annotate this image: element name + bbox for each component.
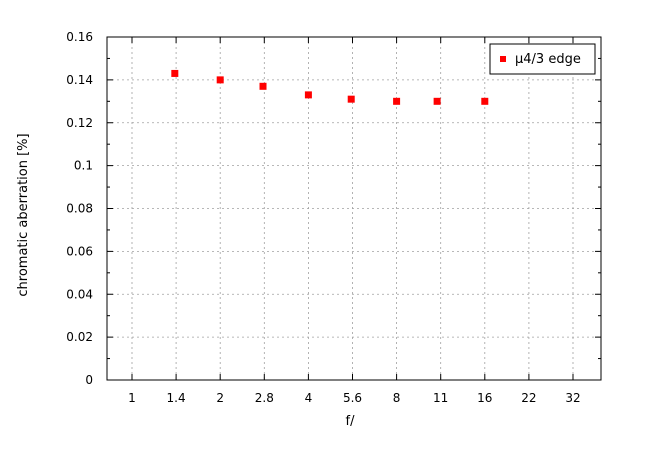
data-point	[393, 97, 401, 105]
x-tick-label: 2.8	[255, 391, 274, 405]
y-tick-label: 0.06	[66, 244, 93, 258]
data-point	[216, 76, 224, 84]
y-tick-label: 0	[85, 373, 93, 387]
x-tick-labels: 1 1.4 2 2.8 4 5.6 8 11 16 22 32	[128, 391, 580, 405]
y-tick-label: 0.08	[66, 202, 93, 216]
y-tick-label: 0.1	[74, 159, 93, 173]
y-tick-label: 0.16	[66, 30, 93, 44]
y-tick-label: 0.12	[66, 116, 93, 130]
x-tick-label: 5.6	[343, 391, 362, 405]
data-point	[304, 91, 312, 99]
x-tick-label: 32	[565, 391, 580, 405]
legend-box	[489, 43, 596, 75]
x-tick-label: 8	[393, 391, 401, 405]
x-tick-label: 1.4	[167, 391, 186, 405]
x-tick-label: 4	[305, 391, 313, 405]
x-tick-label: 1	[128, 391, 136, 405]
data-points	[171, 69, 489, 105]
x-tick-label: 22	[521, 391, 536, 405]
data-point	[171, 69, 179, 77]
y-tick-labels: 0 0.02 0.04 0.06 0.08 0.1 0.12 0.14 0.16	[66, 30, 93, 387]
data-point	[259, 82, 267, 90]
data-point	[347, 95, 355, 103]
x-tick-label: 11	[433, 391, 448, 405]
grid	[107, 37, 601, 380]
x-axis-label: f/	[346, 414, 356, 429]
legend-marker	[500, 56, 506, 62]
legend-label: µ4/3 edge	[515, 52, 581, 67]
y-axis-label: chromatic aberration [%]	[16, 133, 31, 296]
y-tick-label: 0.04	[66, 287, 93, 301]
legend: µ4/3 edge	[489, 43, 596, 75]
data-point	[433, 97, 441, 105]
x-tick-label: 16	[477, 391, 492, 405]
y-tick-label: 0.02	[66, 330, 93, 344]
plot-frame	[106, 36, 602, 381]
x-tick-label: 2	[216, 391, 224, 405]
y-tick-label: 0.14	[66, 73, 93, 87]
data-point	[481, 97, 489, 105]
